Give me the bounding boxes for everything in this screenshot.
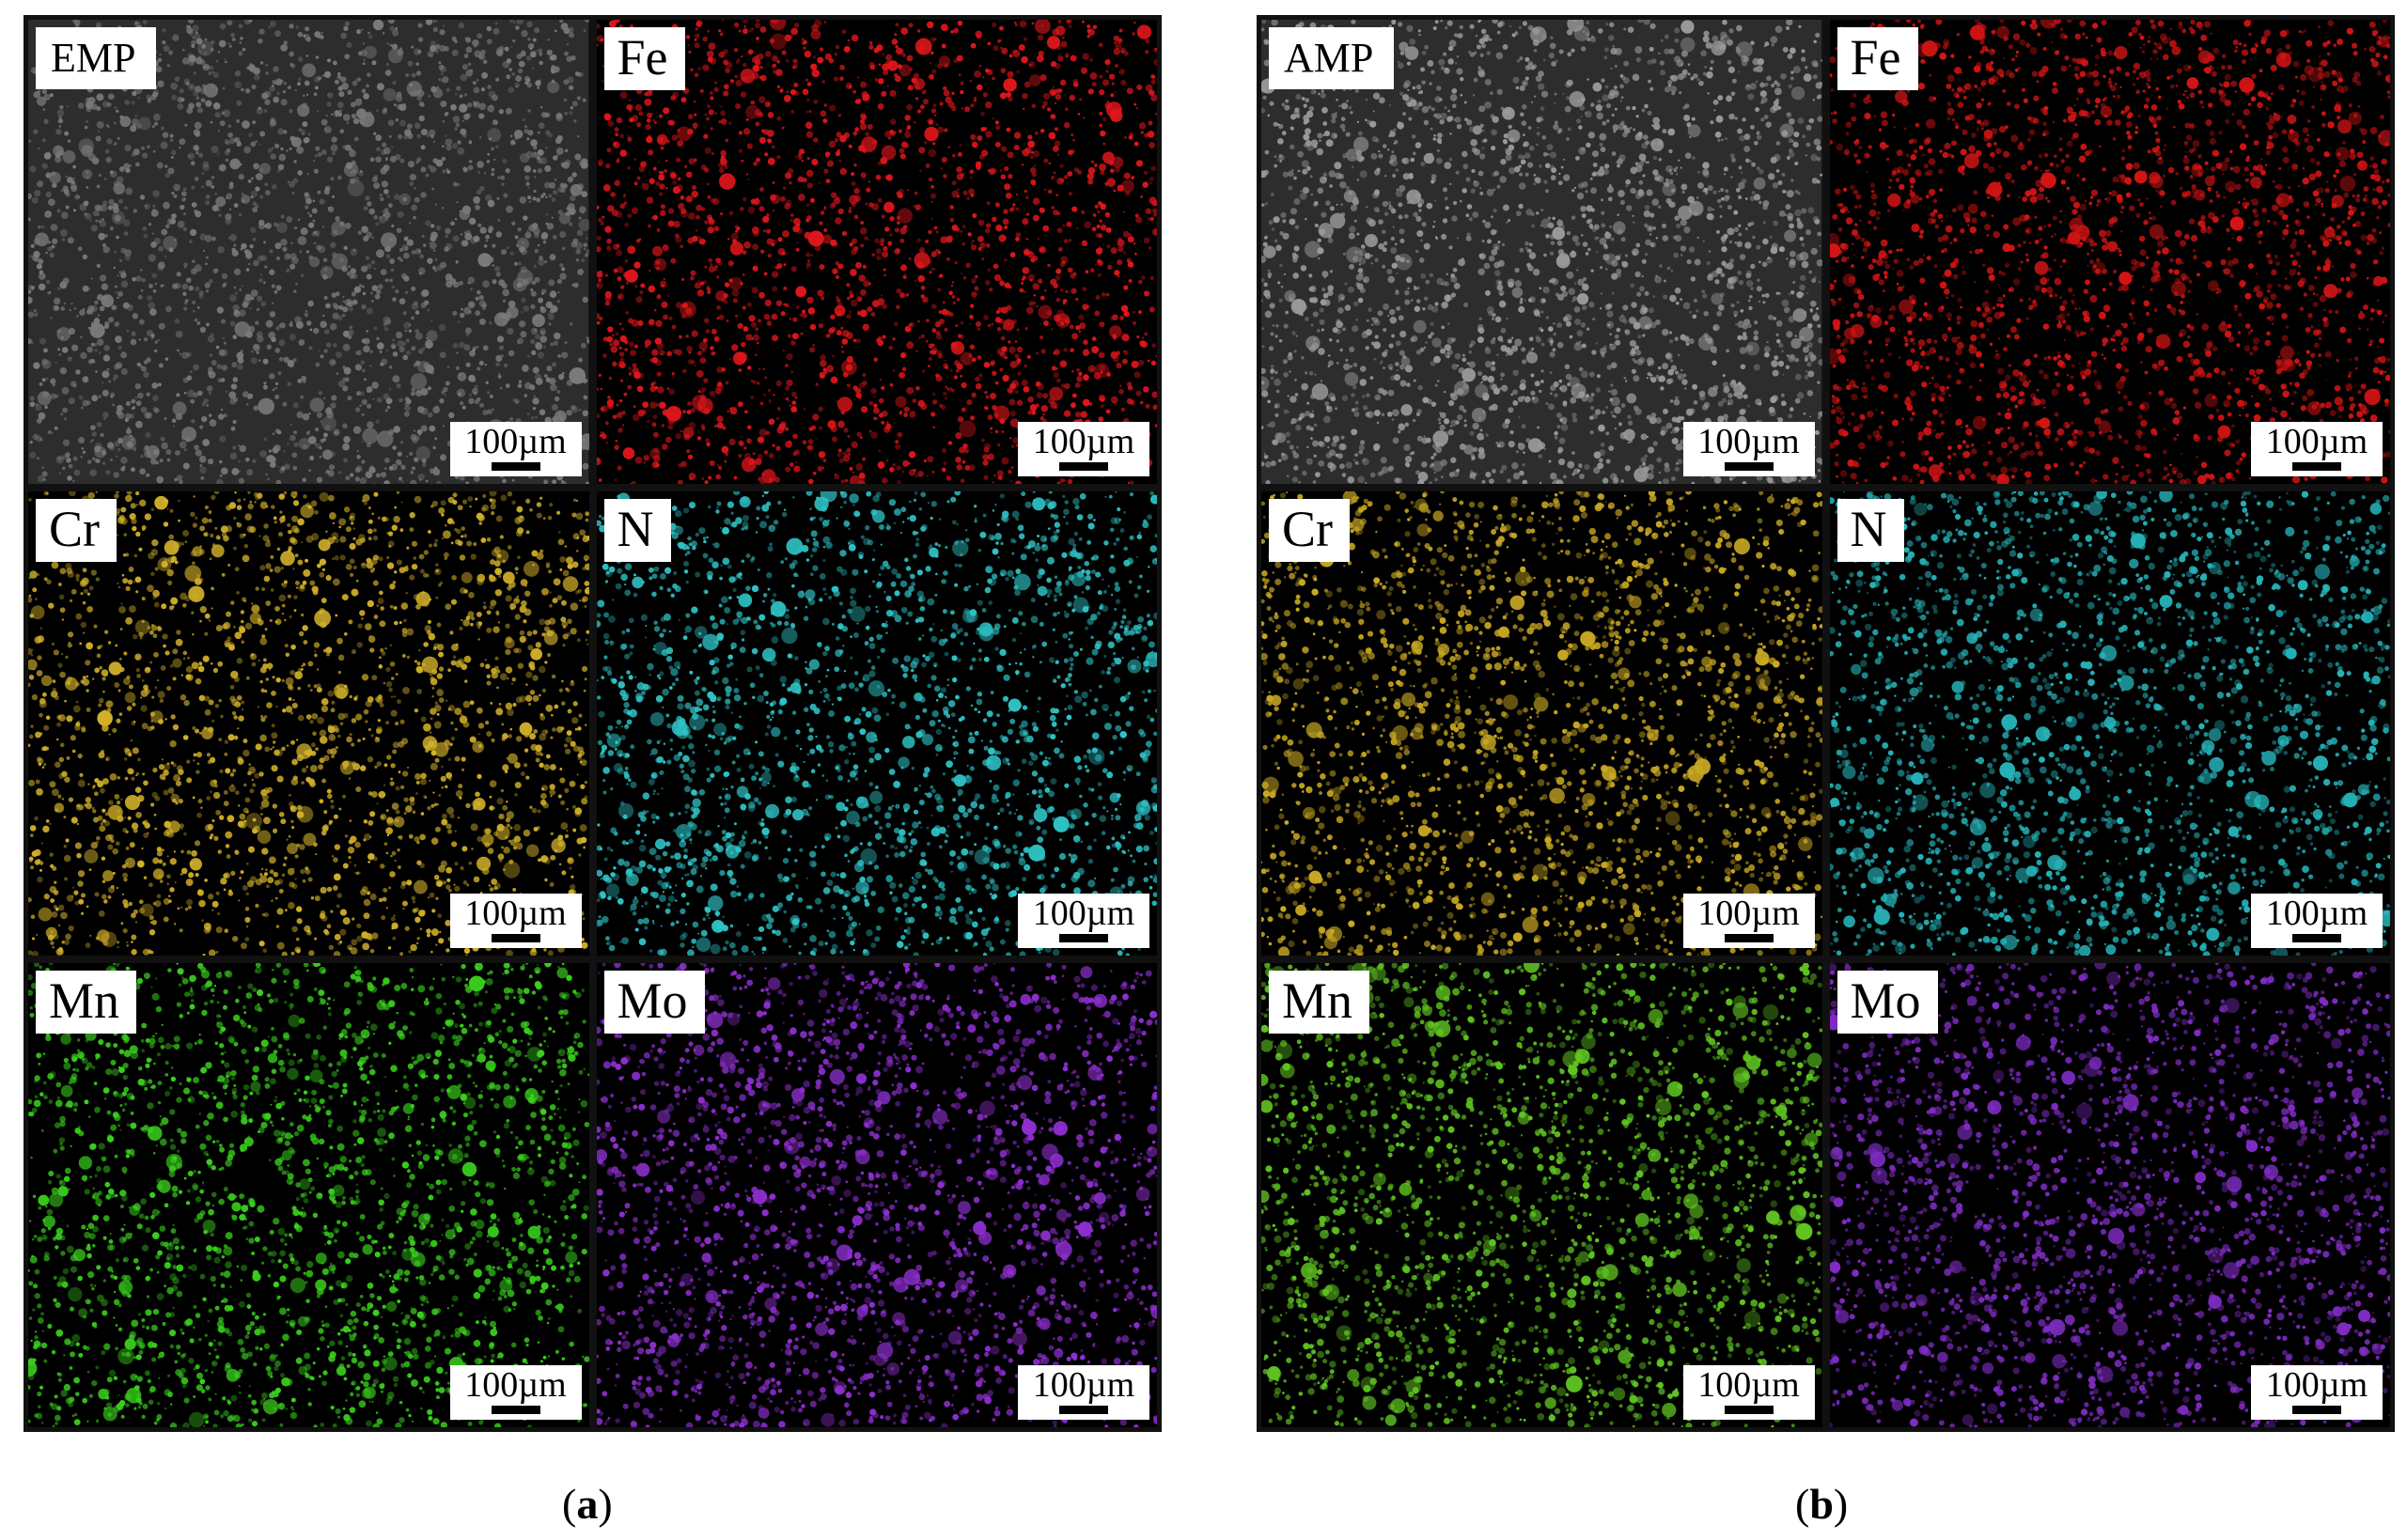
scale-bar: 100µm — [449, 894, 582, 948]
scale-bar-line — [1059, 1406, 1108, 1414]
element-map-image — [28, 963, 589, 1427]
tile-label: N — [603, 499, 671, 562]
scale-bar: 100µm — [1018, 1365, 1149, 1420]
tile-b-0: AMP 100µm — [1261, 20, 1822, 484]
scale-bar-label: 100µm — [1697, 1365, 1799, 1405]
element-map-image — [596, 20, 1157, 484]
scale-bar-line — [1059, 462, 1108, 471]
scale-bar-label: 100µm — [1033, 422, 1134, 461]
figure-panel-b: AMP 100µm Fe 100µm Cr 100µm N 100µm Mn 1… — [1257, 15, 2395, 1432]
panel-letter: a — [576, 1480, 598, 1528]
tile-b-4: Mn 100µm — [1261, 963, 1822, 1427]
scale-bar-line — [2292, 1406, 2341, 1414]
tile-label: Mo — [1837, 971, 1938, 1034]
scale-bar: 100µm — [449, 1365, 582, 1420]
scale-bar: 100µm — [1018, 422, 1149, 476]
scale-bar-line — [491, 1406, 540, 1414]
scale-bar: 100µm — [1682, 1365, 1815, 1420]
scale-bar: 100µm — [1682, 422, 1815, 476]
tile-label: AMP — [1269, 27, 1395, 90]
scale-bar-line — [1724, 1406, 1774, 1414]
scale-bar-label: 100µm — [2266, 1365, 2368, 1405]
scale-bar-label: 100µm — [1033, 894, 1134, 933]
micrograph-image — [1261, 20, 1822, 484]
figure-panel-a: EMP 100µm Fe 100µm Cr 100µm N 100µm Mn 1… — [23, 15, 1162, 1432]
tile-b-5: Mo 100µm — [1829, 963, 2390, 1427]
tile-label: EMP — [36, 27, 157, 90]
element-map-image — [1261, 491, 1822, 956]
scale-bar-line — [2292, 462, 2341, 471]
tile-label: Mn — [1269, 971, 1370, 1034]
panel-letter: b — [1809, 1480, 1834, 1528]
tile-b-1: Fe 100µm — [1829, 20, 2390, 484]
scale-bar-label: 100µm — [1697, 894, 1799, 933]
element-map-image — [1829, 963, 2390, 1427]
tile-label: N — [1837, 499, 1904, 562]
panel-caption-a: (a) — [562, 1479, 613, 1529]
tile-label: Fe — [603, 27, 685, 90]
tile-b-2: Cr 100µm — [1261, 491, 1822, 956]
scale-bar-line — [491, 462, 540, 471]
element-map-image — [1829, 491, 2390, 956]
tile-label: Mn — [36, 971, 137, 1034]
scale-bar: 100µm — [2251, 422, 2383, 476]
scale-bar: 100µm — [2251, 894, 2383, 948]
element-map-image — [28, 491, 589, 956]
scale-bar-line — [1724, 934, 1774, 942]
panel-caption-b: (b) — [1795, 1479, 1848, 1529]
scale-bar-line — [1059, 934, 1108, 942]
micrograph-image — [28, 20, 589, 484]
scale-bar-label: 100µm — [464, 894, 566, 933]
scale-bar: 100µm — [1018, 894, 1149, 948]
scale-bar-label: 100µm — [464, 422, 566, 461]
scale-bar-label: 100µm — [2266, 894, 2368, 933]
tile-label: Fe — [1837, 27, 1918, 90]
tile-a-5: Mo 100µm — [596, 963, 1157, 1427]
tile-a-4: Mn 100µm — [28, 963, 589, 1427]
tile-a-1: Fe 100µm — [596, 20, 1157, 484]
tile-label: Cr — [1269, 499, 1350, 562]
scale-bar: 100µm — [449, 422, 582, 476]
scale-bar-line — [2292, 934, 2341, 942]
tile-b-3: N 100µm — [1829, 491, 2390, 956]
tile-label: Mo — [603, 971, 705, 1034]
tile-label: Cr — [36, 499, 117, 562]
scale-bar-line — [491, 934, 540, 942]
scale-bar: 100µm — [1682, 894, 1815, 948]
scale-bar: 100µm — [2251, 1365, 2383, 1420]
scale-bar-label: 100µm — [464, 1365, 566, 1405]
element-map-image — [1829, 20, 2390, 484]
element-map-image — [596, 491, 1157, 956]
tile-a-3: N 100µm — [596, 491, 1157, 956]
scale-bar-line — [1724, 462, 1774, 471]
tile-a-2: Cr 100µm — [28, 491, 589, 956]
element-map-image — [1261, 963, 1822, 1427]
tile-a-0: EMP 100µm — [28, 20, 589, 484]
scale-bar-label: 100µm — [1033, 1365, 1134, 1405]
scale-bar-label: 100µm — [1697, 422, 1799, 461]
scale-bar-label: 100µm — [2266, 422, 2368, 461]
